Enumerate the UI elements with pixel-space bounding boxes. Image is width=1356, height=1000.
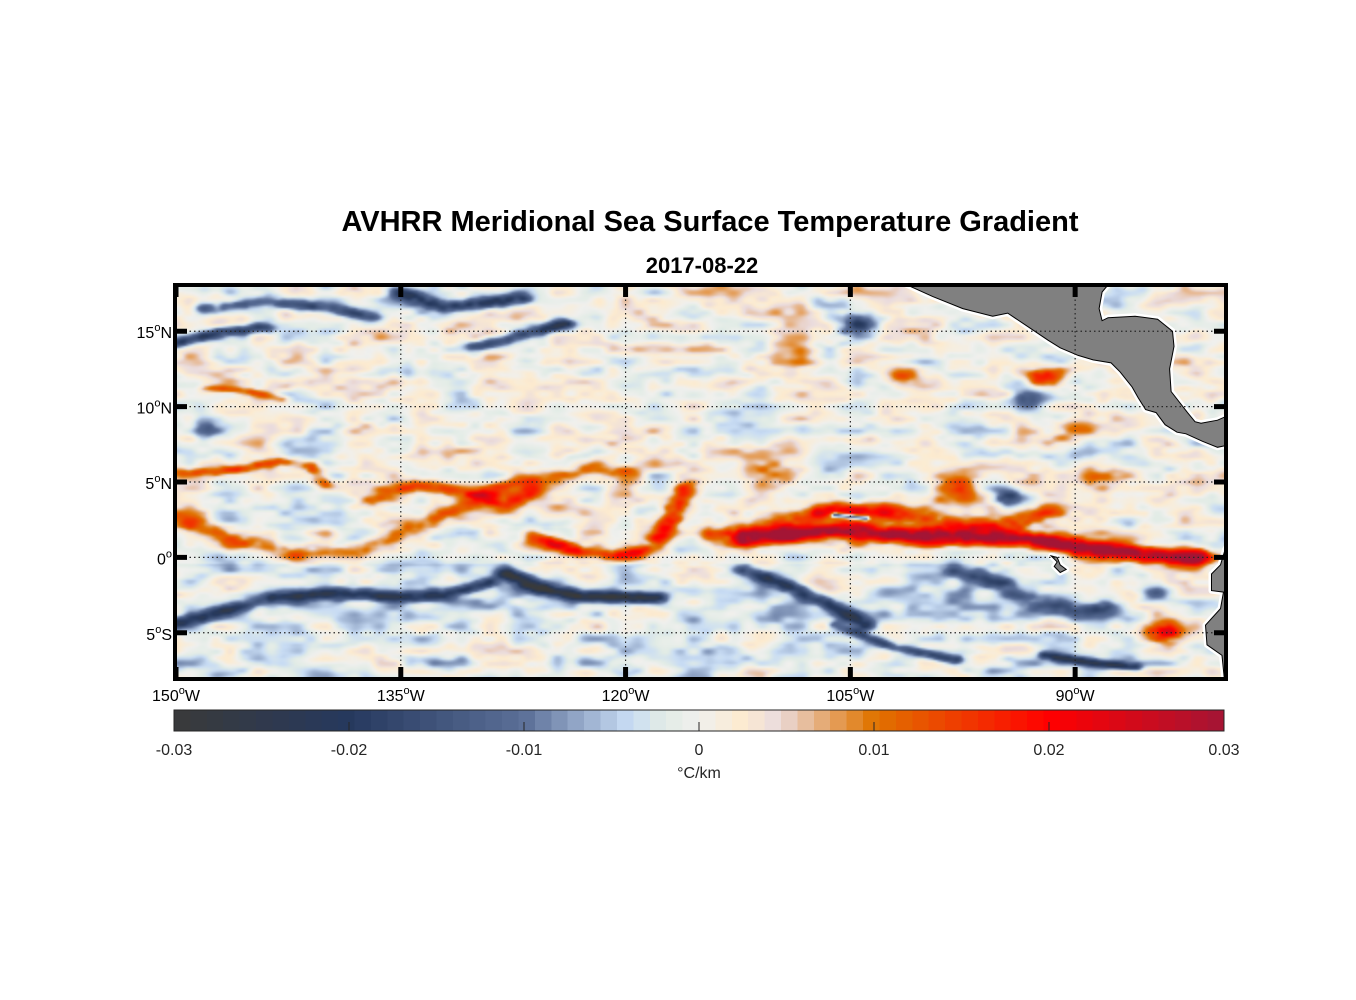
- colorbar: -0.03 -0.02 -0.01 0 0.01 0.02 0.03 °C/km: [156, 709, 1240, 782]
- colorbar-tick-label: 0.02: [1033, 742, 1064, 759]
- colorbar-ticks: -0.03 -0.02 -0.01 0 0.01 0.02 0.03: [156, 722, 1240, 759]
- x-tick-label: 90oW: [1056, 685, 1096, 705]
- land-layer: [902, 286, 1225, 678]
- y-tick-label: 0o: [157, 548, 172, 568]
- x-tick-label: 120oW: [602, 685, 651, 705]
- y-tick-label: 10oN: [137, 398, 172, 418]
- y-tick-label: 5oN: [145, 473, 172, 493]
- colorbar-tick-label: -0.03: [156, 742, 193, 759]
- x-tick-label: 150oW: [152, 685, 201, 705]
- colorbar-label: °C/km: [677, 765, 721, 782]
- chart-subtitle: 2017-08-22: [645, 253, 759, 278]
- axes-frame: [173, 283, 1228, 681]
- axes-border: [173, 283, 1228, 681]
- x-axis-ticks: 150oW 135oW 120oW 105oW 90oW: [152, 286, 1096, 705]
- colorbar-tick-label: 0.01: [858, 742, 889, 759]
- y-axis-ticks: 15oN 10oN 5oN 0o 5oS: [137, 322, 1225, 644]
- y-tick-label: 15oN: [137, 322, 172, 342]
- x-tick-label: 105oW: [826, 685, 875, 705]
- colorbar-tick-label: 0: [695, 742, 704, 759]
- grid-lines: [176, 286, 1225, 678]
- x-tick-label: 135oW: [377, 685, 426, 705]
- chart-title: AVHRR Meridional Sea Surface Temperature…: [341, 206, 1079, 238]
- y-tick-label: 5oS: [146, 624, 172, 644]
- sst-gradient-heatmap: [176, 286, 1225, 678]
- colorbar-tick-label: -0.02: [331, 742, 368, 759]
- colorbar-tick-label: 0.03: [1208, 742, 1239, 759]
- land-mexico-central-america: [908, 286, 1225, 448]
- land-south-america: [1204, 548, 1225, 678]
- land-galapagos: [1049, 554, 1068, 574]
- colorbar-tick-label: -0.01: [506, 742, 543, 759]
